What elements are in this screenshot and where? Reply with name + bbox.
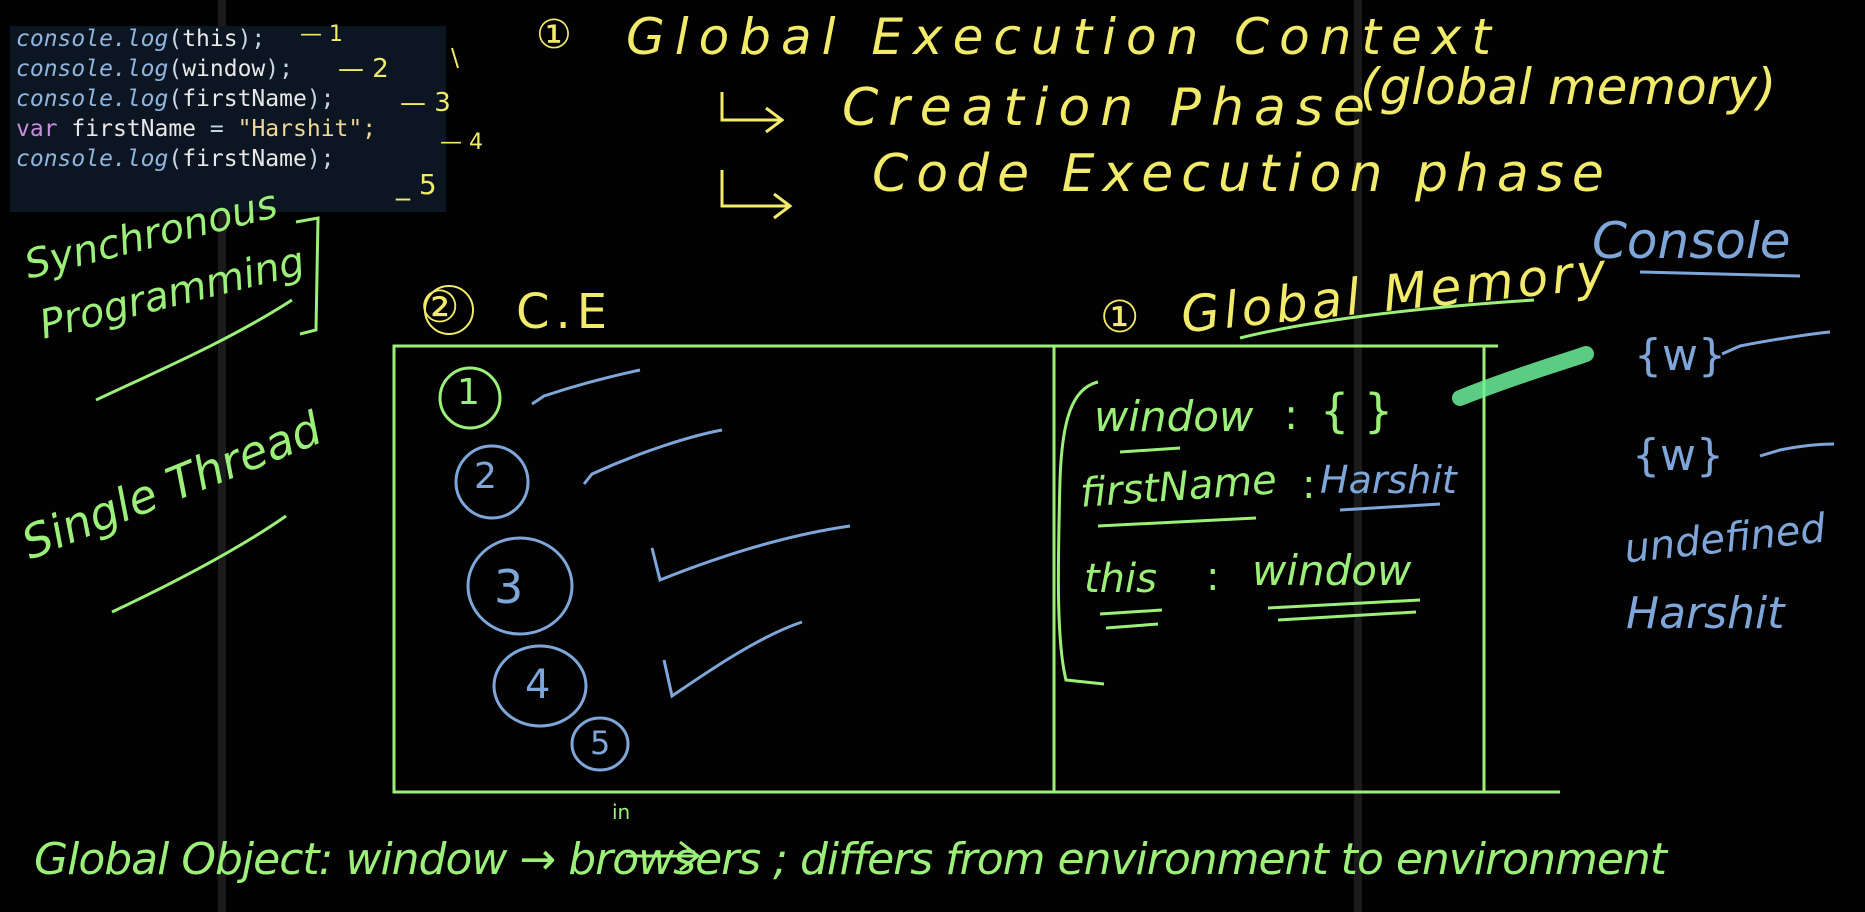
code-note-2: — 2: [338, 54, 389, 84]
memory-number: ①: [1100, 292, 1140, 343]
console-underline: [1639, 270, 1801, 278]
step-3-check: [650, 524, 851, 583]
code-execution-phase-label: Code Execution phase: [872, 144, 1612, 204]
step-5-circle: [570, 716, 630, 772]
highlight-arrow-stroke: [1452, 346, 1594, 406]
step-2-check: [582, 428, 723, 485]
code-note-4: — 4: [440, 130, 483, 155]
heading-title: Global Execution Context: [626, 8, 1501, 66]
code-line-2: console.log(window);: [16, 56, 293, 82]
step-4-circle: [492, 644, 588, 728]
code-line-5: console.log(firstName);: [16, 146, 335, 172]
memory-value-this: window: [1252, 546, 1412, 595]
code-note-bracket: [451, 47, 459, 69]
ce-step-1: 1: [457, 372, 480, 413]
ce-label: C.E: [516, 284, 614, 340]
memory-sep-window: :: [1284, 390, 1299, 439]
footer-note-in: in: [612, 800, 631, 824]
global-object-footer: Global Object: window → browsers ; diffe…: [34, 834, 1667, 885]
synchronous-underline: [95, 298, 293, 402]
memory-label-underline: [1239, 298, 1535, 340]
window-value-underline-1: [1267, 598, 1421, 610]
step-1-check: [531, 368, 641, 406]
heading-number: ①: [536, 12, 572, 58]
execution-box: [392, 344, 1056, 794]
memory-brace: [1056, 380, 1105, 686]
window-underline: [1119, 446, 1181, 454]
step-2-circle: [454, 444, 530, 520]
execution-arrow: [720, 170, 793, 220]
console-output-2: {w}: [1632, 430, 1724, 481]
memory-sep-firstname: :: [1302, 462, 1316, 508]
this-underline-2: [1105, 622, 1159, 630]
memory-value-firstname: Harshit: [1320, 458, 1457, 502]
code-note-1: — 1: [300, 22, 343, 47]
step-1-circle: [438, 366, 502, 430]
ce-step-3: 3: [494, 560, 524, 614]
step-3-circle: [466, 536, 574, 636]
creation-arrow: [720, 92, 785, 134]
code-line-4: var firstName = "Harshit";: [16, 116, 377, 142]
code-note-5: _ 5: [396, 168, 437, 201]
right-divider: [1354, 0, 1362, 912]
step-4-check: [662, 620, 803, 699]
creation-phase-label: Creation Phase: [842, 78, 1375, 138]
left-divider: [218, 0, 226, 912]
console-label: Console: [1592, 212, 1791, 270]
ce-number-circle: [424, 285, 474, 335]
synchronous-bracket: [295, 216, 320, 336]
ce-step-4: 4: [525, 662, 551, 708]
code-line-1: console.log(this);: [16, 26, 266, 52]
memory-box: [1052, 344, 1486, 794]
ce-step-2: 2: [474, 456, 497, 497]
footer-arrow: [626, 840, 701, 872]
memory-sep-this: :: [1206, 554, 1220, 600]
console-output-4: Harshit: [1626, 588, 1785, 639]
window-value-underline-2: [1277, 610, 1417, 622]
code-line-3: console.log(firstName);: [16, 86, 335, 112]
harshit-underline: [1339, 502, 1441, 512]
memory-key-window: window: [1094, 392, 1254, 441]
single-thread-underline: [111, 514, 287, 614]
code-snippet: console.log(this); console.log(window); …: [10, 26, 446, 212]
ce-step-5: 5: [590, 724, 611, 762]
console-check-1: [1721, 330, 1831, 356]
this-underline-1: [1099, 608, 1163, 616]
ce-number: ②: [420, 282, 460, 333]
console-output-1: {w}: [1634, 330, 1726, 381]
code-note-3: — 3: [400, 88, 451, 118]
memory-key-this: this: [1084, 556, 1157, 602]
firstname-underline: [1097, 516, 1257, 528]
memory-value-window: { }: [1320, 384, 1394, 438]
global-memory-note: (global memory): [1360, 58, 1777, 116]
console-check-2: [1759, 442, 1835, 458]
